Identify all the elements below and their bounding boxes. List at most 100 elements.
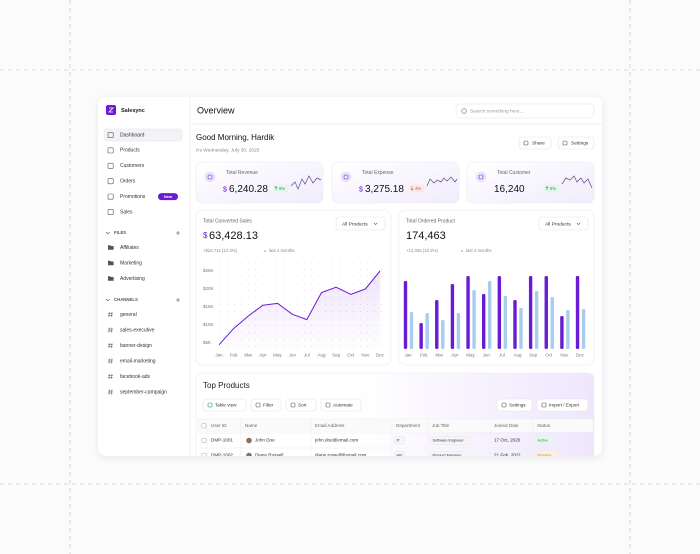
chevron (105, 231, 110, 235)
y-tick-label: $10K (203, 322, 214, 327)
nav-item: Sales (120, 209, 133, 215)
filter-dropdown[interactable] (335, 216, 386, 231)
separator-dot (264, 250, 266, 252)
column-header: Status (537, 423, 551, 428)
table-tool-label: Import / Export (549, 402, 580, 407)
stat-label: Total Customer (497, 170, 531, 176)
stat-icon (204, 171, 216, 183)
x-tick-label: Dec (576, 353, 585, 358)
bar (528, 276, 533, 349)
table-tool-label: Automate (333, 402, 353, 407)
table-cell: IT (397, 439, 401, 443)
nav-active[interactable] (103, 128, 183, 142)
section-item: general (120, 312, 137, 318)
chart-total: 63,428.13 (209, 230, 258, 242)
bar (560, 316, 564, 349)
filter-label: All Products (545, 221, 571, 227)
greeting-title: Good Morning, Hardik (196, 133, 275, 142)
stat-icon-inner (343, 174, 349, 180)
table-tool[interactable] (536, 398, 589, 412)
separator-dot (461, 250, 463, 252)
table-tool[interactable] (202, 398, 247, 412)
section-item: banner-design (120, 343, 152, 349)
stat-label: Total Revenue (226, 170, 258, 176)
tag-pill (394, 436, 405, 445)
table-cell: Diane Russell (255, 453, 283, 458)
sparkline (426, 176, 458, 187)
bar (425, 313, 429, 349)
section-item: Advertising (120, 276, 145, 282)
status-pill (535, 451, 558, 456)
table-tool[interactable] (285, 398, 317, 412)
bar (456, 313, 461, 349)
section-item: facebook-ads (120, 374, 151, 380)
column-header: Name (245, 423, 258, 428)
search-box[interactable] (455, 103, 595, 119)
table-cell: John Doe (255, 438, 275, 443)
page-title: Overview (197, 105, 235, 115)
bar (513, 300, 517, 349)
bar (419, 323, 423, 349)
bar (450, 284, 455, 349)
bar (519, 308, 523, 349)
x-tick-label: May (273, 353, 282, 358)
nav-icon (107, 193, 114, 200)
checkbox[interactable] (201, 452, 207, 458)
chevron (105, 298, 110, 302)
section-title: FILES (114, 230, 126, 235)
chart-title: Total Converted Sales (203, 218, 252, 224)
stat-change-pill (544, 184, 560, 193)
sparkline (561, 175, 593, 189)
action-label: Settings (571, 140, 589, 146)
nav-icon (107, 132, 114, 138)
table-tool-label: Filter (263, 402, 274, 407)
bar (472, 290, 476, 349)
app: Salesync Overview Search something here...… (103, 97, 602, 458)
table-tool[interactable] (250, 398, 282, 412)
trend-arrow (545, 186, 549, 190)
x-tick-label: Oct (347, 353, 355, 358)
table-cell: Pending (538, 454, 552, 458)
stat-icon-inner (207, 174, 213, 180)
brand: Salesync (121, 108, 145, 114)
tool-icon (207, 402, 213, 408)
table-tool-label: Settings (509, 402, 526, 407)
stat-currency: $ (223, 186, 227, 193)
bar (503, 296, 508, 349)
table-cell: 21 Feb, 2021 (494, 453, 522, 458)
stat-change-pill (273, 184, 289, 193)
checkbox[interactable] (201, 437, 207, 443)
dropdown-chevron (576, 222, 581, 226)
action-button[interactable] (557, 136, 595, 150)
chart-period: last 4 months (269, 248, 295, 253)
tool-icon (325, 402, 331, 408)
status-pill (535, 436, 554, 445)
column-header: User ID (211, 423, 227, 428)
chart-currency: $ (203, 231, 208, 240)
x-tick-label: Sep (529, 353, 538, 358)
table-tool[interactable] (496, 398, 533, 412)
bar (497, 276, 502, 349)
bar (566, 310, 570, 349)
nav-item: Orders (120, 179, 136, 185)
hash-icon (107, 327, 113, 333)
avatar (246, 437, 252, 444)
action-label: Share (532, 140, 545, 146)
checkbox[interactable] (201, 423, 207, 429)
bar (403, 281, 408, 349)
table-cell: Active (538, 439, 548, 443)
y-tick-label: $15K (203, 304, 214, 309)
stat-icon (340, 171, 352, 183)
folder-icon (108, 260, 114, 266)
filter-dropdown[interactable] (538, 216, 589, 231)
x-tick-label: May (466, 353, 475, 358)
table-tool-label: Table view (215, 402, 237, 407)
stat-value: 16,240 (494, 184, 525, 195)
greeting-date: It's Wednesday, July 30, 2025 (196, 147, 260, 153)
table-tool[interactable] (320, 398, 362, 412)
table-title: Top Products (203, 381, 250, 390)
bar (466, 276, 470, 349)
chart-change: +$22,711 (12.3%) (203, 248, 238, 253)
action-button[interactable] (518, 136, 552, 150)
section-item: Marketing (120, 260, 142, 266)
